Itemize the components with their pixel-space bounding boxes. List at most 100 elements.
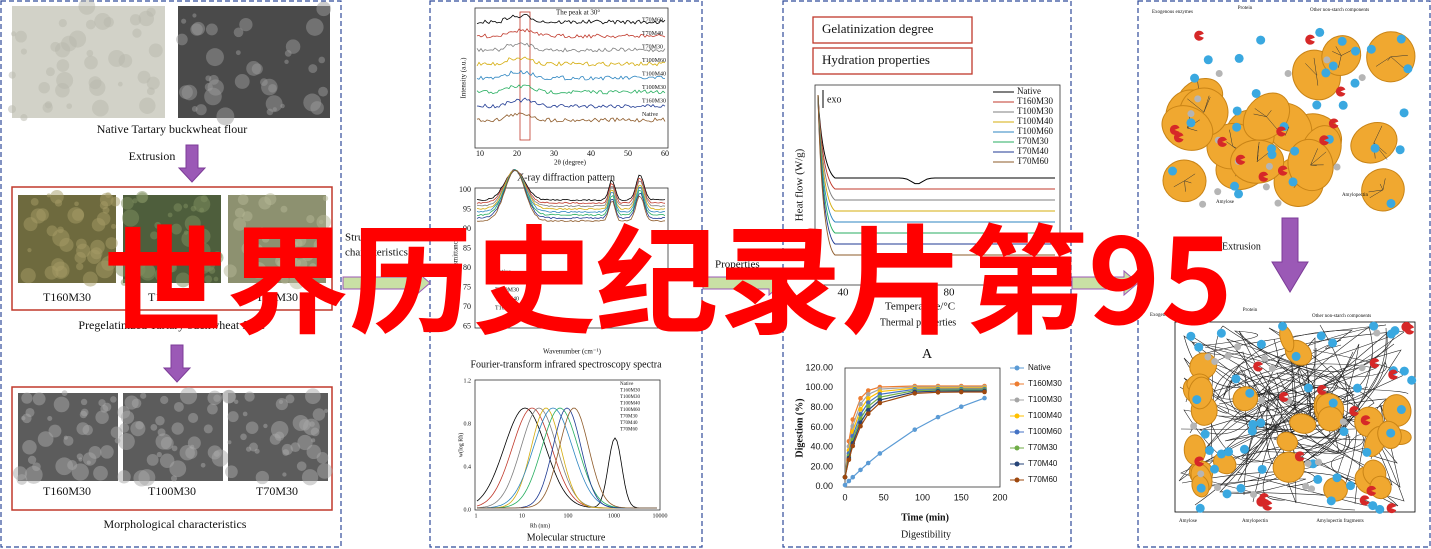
protein [1251,88,1261,98]
enzyme [1349,406,1359,417]
digestion-marker [865,460,871,466]
texture [285,39,301,54]
texture [167,212,173,218]
texture [318,56,326,64]
protein [1186,331,1196,341]
enzyme [1294,451,1305,462]
amylopectin-branch [1369,189,1384,198]
panel-border [782,0,1072,548]
xrd-curve [476,84,666,95]
texture [120,278,128,286]
digestion-marker [865,404,871,409]
texture [181,230,198,247]
texture [171,445,178,452]
texture [309,421,315,427]
legend-marker [1014,397,1020,403]
texture [181,18,187,24]
texture [139,97,156,114]
texture [89,79,106,96]
amylopectin-branch [1390,55,1408,58]
series-label: T100M40 [642,71,666,77]
series-label: T100M60 [642,58,666,64]
texture [154,221,162,229]
texture [284,239,295,251]
protein [1346,481,1356,491]
enzyme [1305,34,1315,45]
legend-marker [1014,477,1020,483]
non-starch [1224,352,1232,360]
protein [1362,447,1372,457]
starch-granule [1289,413,1317,434]
texture [275,397,288,411]
amylopectin-branch [1373,125,1383,143]
starch-granule [1276,431,1299,452]
texture [95,410,109,424]
texture [82,424,93,436]
texture [318,86,328,97]
legend-label: T70M40 [1017,146,1049,156]
non-starch [1234,343,1242,351]
texture [199,207,205,213]
legend-label: T160M30 [495,278,519,284]
protein [1303,383,1313,393]
enzyme [1328,118,1339,129]
digestion-marker [865,407,871,413]
protein [1321,68,1331,78]
texture [27,248,32,253]
series-label: T70M60 [642,17,663,23]
protein [1186,118,1196,128]
legend-marker [1014,461,1020,467]
legend-label: T70M30 [1028,443,1058,452]
protein [1375,504,1385,514]
legend-label: T100M30 [1017,106,1054,116]
non-starch [1214,484,1222,492]
texture [107,253,115,260]
legend-label: T100M40 [620,402,641,407]
texture [264,193,277,206]
texture [179,445,195,461]
digestion-marker [865,396,871,401]
texture [117,81,123,87]
molecular-curve [477,407,657,509]
digestion-marker [935,414,941,420]
texture [27,455,37,465]
digestion-marker [877,400,883,406]
texture [195,228,211,244]
extrudate-photo [228,195,326,283]
texture [86,49,94,57]
label: T160M30 [43,290,91,304]
plot-frame [474,187,669,329]
protein [1316,331,1326,341]
texture [244,391,255,402]
texture [222,389,237,404]
dsc-curve [817,94,1055,212]
legend-label: T70M40 [1028,459,1058,468]
arrow [1271,217,1309,293]
texture [290,442,301,453]
amylopectin-branch [1313,57,1317,76]
protein [1332,473,1342,483]
texture [100,445,114,459]
protein [1313,474,1323,484]
texture [310,101,324,115]
texture [105,237,118,250]
digestion-curve [844,397,985,486]
texture [179,387,198,405]
amylopectin-branch [1187,98,1205,113]
texture [117,405,131,419]
label: 120.00 [805,362,833,372]
texture [32,392,46,406]
texture [249,262,267,279]
texture [213,276,219,282]
texture [316,1,332,17]
texture [265,95,283,113]
label: T100M30 [148,484,196,498]
texture [22,440,37,455]
texture [30,197,39,206]
digestion-marker [858,411,863,417]
label: 80.00 [810,402,833,412]
label: 75 [463,282,471,291]
non-starch [1265,162,1273,170]
texture [183,203,189,209]
amylopectin-branch [1305,63,1317,76]
